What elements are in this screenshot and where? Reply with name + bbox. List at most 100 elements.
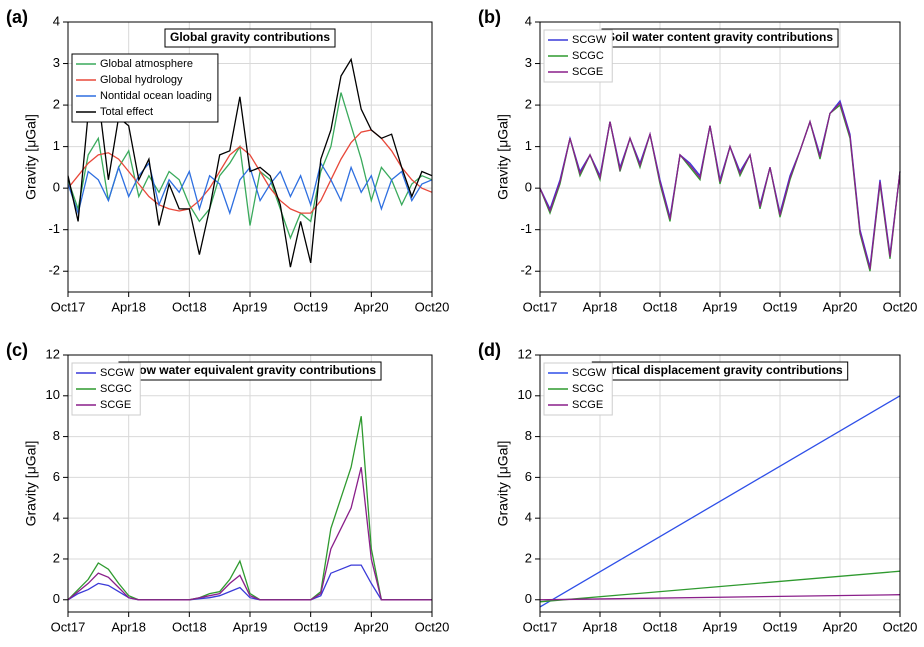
legend-label: Total effect [100,106,153,118]
title-box [164,28,336,48]
series-line [67,416,432,601]
legend: Global atmosphere Global hydrology Nontida… [71,53,219,123]
y-tick-label: 2 [525,550,532,565]
y-tick-label: 8 [53,428,60,443]
x-tick-label: Oct17 [51,299,86,314]
x-tick-label: Oct18 [172,299,207,314]
plot-frame [67,354,433,613]
x-tick-label: Oct18 [643,619,678,634]
y-tick-label: -1 [48,221,60,236]
y-tick-label: 2 [53,97,60,112]
x-tick-label: Apr19 [703,619,738,634]
y-tick-label: 2 [525,97,532,112]
x-tick-label: Apr18 [111,619,146,634]
x-tick-label: Apr19 [233,299,268,314]
panel-label: (d) [478,340,501,360]
y-tick-label: 12 [518,346,532,361]
plot-frame [539,21,901,293]
y-tick-label: 4 [53,510,60,525]
legend: SCGW SCGC SCGE [543,29,613,83]
y-axis-label: Gravity [μGal] [495,441,511,527]
y-tick-label: 4 [525,510,532,525]
panel: 0 2 4 6 8 10 12 Oct17 Apr18 Oct18 Apr19 Oct19 Apr20 O… [478,340,917,635]
y-axis-label: Gravity [μGal] [495,114,511,200]
y-tick-label: 3 [525,55,532,70]
x-tick-label: Oct17 [51,619,86,634]
y-tick-label: 1 [525,138,532,153]
chart-title: Snow water equivalent gravity contributi… [124,363,376,377]
chart-title: Global gravity contributions [170,30,330,44]
x-tick-label: Apr20 [823,299,858,314]
x-tick-label: Oct19 [763,299,798,314]
legend-label: SCGW [100,367,135,379]
chart-title: Vertical displacement gravity contributi… [597,363,843,377]
x-tick-label: Apr19 [233,619,268,634]
x-tick-label: Apr19 [703,299,738,314]
panel: 0 2 4 6 8 10 12 Oct17 Apr18 Oct18 Apr19 Oct19 Apr20 O… [6,340,449,635]
series-line [539,594,901,601]
plot-frame [67,21,433,293]
series-line [67,467,432,601]
y-tick-label: -2 [520,263,532,278]
panel-label: (b) [478,7,501,27]
y-tick-label: 4 [525,13,532,28]
y-tick-label: 10 [518,387,532,402]
y-tick-label: 1 [53,138,60,153]
y-axis-label: Gravity [μGal] [23,114,39,200]
legend-label: SCGE [572,66,603,78]
x-tick-label: Apr20 [354,299,389,314]
panel-label: (c) [6,340,28,360]
legend-box [543,29,613,83]
legend-label: SCGE [100,399,131,411]
x-tick-label: Oct19 [763,619,798,634]
y-tick-label: 2 [53,550,60,565]
legend-label: SCGE [572,399,603,411]
x-tick-label: Oct19 [293,619,328,634]
y-tick-label: 6 [525,469,532,484]
legend-label: SCGC [572,383,604,395]
legend-label: SCGC [100,383,132,395]
y-tick-label: 10 [46,387,60,402]
y-tick-label: 0 [525,180,532,195]
series-line [67,92,433,240]
panel: -2 -1 0 1 2 3 4 Oct17 Apr18 Oct18 Apr19 Oct19 Apr20 O… [478,7,917,315]
x-tick-label: Oct17 [523,299,558,314]
legend: SCGW SCGC SCGE [543,362,613,416]
y-tick-label: -2 [48,263,60,278]
x-tick-label: Oct20 [415,299,450,314]
legend-label: Global hydrology [100,74,183,86]
y-tick-label: 0 [53,180,60,195]
x-tick-label: Oct20 [883,619,918,634]
series-line [67,57,433,268]
x-tick-label: Apr18 [583,619,618,634]
x-tick-label: Apr20 [823,619,858,634]
y-tick-label: -1 [520,221,532,236]
y-tick-label: 12 [46,346,60,361]
legend: SCGW SCGC SCGE [71,362,141,416]
panel-label: (a) [6,7,28,27]
panel: -2 -1 0 1 2 3 4 Oct17 Apr18 Oct18 Apr19 Oct19 Apr20 O… [6,7,449,315]
x-tick-label: Apr18 [583,299,618,314]
legend-label: Nontidal ocean loading [100,90,212,102]
series-line [539,101,901,270]
series-line [539,570,901,603]
x-tick-label: Oct20 [415,619,450,634]
x-tick-label: Oct20 [883,299,918,314]
series-line [539,395,901,608]
y-tick-label: 8 [525,428,532,443]
x-tick-label: Oct18 [172,619,207,634]
y-tick-label: 0 [525,591,532,606]
y-tick-label: 0 [53,591,60,606]
y-axis-label: Gravity [μGal] [23,441,39,527]
legend-box [71,53,219,123]
legend-label: SCGW [572,367,607,379]
x-tick-label: Apr18 [111,299,146,314]
y-tick-label: 3 [53,55,60,70]
x-tick-label: Apr20 [354,619,389,634]
legend-label: SCGC [572,50,604,62]
x-tick-label: Oct18 [643,299,678,314]
y-tick-label: 4 [53,13,60,28]
y-tick-label: 6 [53,469,60,484]
x-tick-label: Oct19 [293,299,328,314]
